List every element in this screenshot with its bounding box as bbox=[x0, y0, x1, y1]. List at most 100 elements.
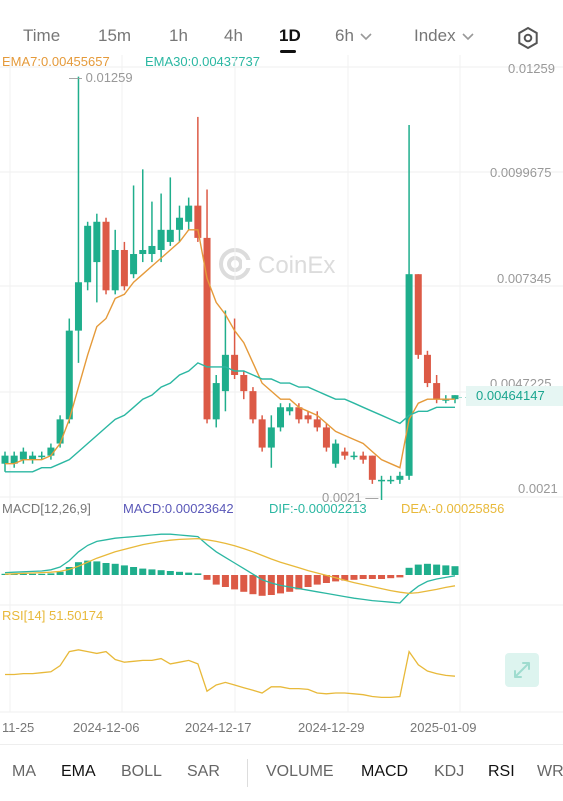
date-label: 2024-12-06 bbox=[73, 720, 140, 735]
candle-up bbox=[451, 395, 459, 400]
chevron-down-icon bbox=[360, 32, 372, 40]
macd-params-label: MACD[12,26,9] bbox=[2, 501, 91, 516]
candle-down bbox=[120, 249, 128, 287]
macd-bar-positive bbox=[451, 566, 459, 575]
macd-bar-negative bbox=[304, 575, 312, 587]
candle-up bbox=[221, 354, 229, 392]
indicator-boll[interactable]: BOLL bbox=[121, 763, 162, 780]
rsi-line bbox=[5, 649, 456, 699]
macd-bar-positive bbox=[56, 571, 64, 575]
candle-up bbox=[396, 475, 404, 480]
macd-bar-positive bbox=[130, 567, 138, 575]
macd-bar-positive bbox=[442, 565, 450, 575]
macd-bar-negative bbox=[387, 575, 395, 579]
settings-icon[interactable] bbox=[516, 26, 540, 50]
macd-value-label: MACD:0.00023642 bbox=[123, 501, 234, 516]
candle-down bbox=[240, 374, 248, 392]
candle-down bbox=[102, 221, 110, 291]
macd-bar-positive bbox=[74, 562, 82, 575]
tab-1d[interactable]: 1D bbox=[279, 26, 301, 45]
tab-index-label: Index bbox=[414, 26, 456, 45]
candle-down bbox=[414, 274, 422, 355]
indicator-ema[interactable]: EMA bbox=[61, 763, 96, 780]
tab-15m[interactable]: 15m bbox=[98, 26, 132, 45]
candle-up bbox=[157, 229, 165, 250]
candle-up bbox=[212, 383, 220, 420]
macd-bar-positive bbox=[405, 567, 413, 575]
candle-up bbox=[38, 455, 46, 458]
candle-up bbox=[405, 274, 413, 476]
indicator-wr[interactable]: WR bbox=[537, 763, 563, 780]
rsi-value: 51.50174 bbox=[48, 608, 104, 623]
tab-index[interactable]: Index bbox=[414, 26, 474, 46]
macd-bar-positive bbox=[185, 572, 193, 575]
indicator-bar: MA EMA BOLL SAR VOLUME MACD KDJ RSI WR bbox=[0, 744, 563, 801]
candle-down bbox=[368, 455, 376, 480]
rsi-label: RSI[14] 51.50174 bbox=[2, 608, 103, 623]
price-axis-label: 0.01259 bbox=[508, 61, 555, 76]
high-price-marker: — 0.01259 bbox=[69, 70, 133, 85]
candle-up bbox=[442, 399, 450, 401]
candle-up bbox=[1, 455, 9, 464]
candle-up bbox=[332, 443, 340, 464]
candle-up bbox=[185, 205, 193, 222]
active-tab-indicator bbox=[280, 50, 296, 53]
macd-bar-negative bbox=[277, 575, 285, 594]
tab-6h-label: 6h bbox=[335, 26, 354, 45]
macd-bar-positive bbox=[139, 568, 147, 575]
price-axis-label: 0.0021 bbox=[518, 481, 558, 496]
candle-up bbox=[47, 447, 55, 456]
tab-4h[interactable]: 4h bbox=[224, 26, 243, 45]
dea-line bbox=[4, 537, 456, 595]
kline-chart[interactable] bbox=[0, 0, 563, 744]
macd-bar-negative bbox=[295, 575, 303, 590]
candle-up bbox=[139, 249, 147, 255]
macd-bar-negative bbox=[258, 575, 266, 596]
macd-bar-positive bbox=[19, 573, 27, 575]
candle-down bbox=[423, 354, 431, 384]
dif-line bbox=[4, 533, 456, 604]
ema30-line bbox=[5, 362, 455, 473]
expand-icon bbox=[514, 662, 530, 678]
date-label: 2024-12-17 bbox=[185, 720, 252, 735]
macd-bar-negative bbox=[212, 575, 220, 585]
date-label: 2024-12-29 bbox=[298, 720, 365, 735]
candle-up bbox=[65, 330, 73, 420]
indicator-volume[interactable]: VOLUME bbox=[266, 763, 334, 780]
macd-bar-negative bbox=[350, 575, 358, 580]
candle-up bbox=[350, 455, 358, 458]
indicator-sar[interactable]: SAR bbox=[187, 763, 220, 780]
tab-6h[interactable]: 6h bbox=[335, 26, 372, 46]
candle-down bbox=[203, 237, 211, 420]
candle-down bbox=[433, 383, 441, 400]
candle-up bbox=[277, 407, 285, 428]
candle-up bbox=[148, 245, 156, 255]
ema7-legend: EMA7:0.00455657 bbox=[2, 54, 110, 69]
macd-bar-positive bbox=[29, 573, 37, 575]
macd-bar-positive bbox=[120, 565, 128, 575]
candle-up bbox=[84, 225, 92, 283]
macd-bar-positive bbox=[84, 560, 92, 575]
candle-up bbox=[175, 217, 183, 230]
tab-time[interactable]: Time bbox=[23, 26, 61, 45]
rsi-params-label: RSI[14] bbox=[2, 608, 46, 623]
date-label: 2025-01-09 bbox=[410, 720, 477, 735]
indicator-rsi[interactable]: RSI bbox=[488, 763, 515, 780]
tab-1h[interactable]: 1h bbox=[169, 26, 188, 45]
fullscreen-button[interactable] bbox=[505, 653, 539, 687]
indicator-ma[interactable]: MA bbox=[12, 763, 36, 780]
candle-up bbox=[19, 451, 27, 460]
candle-up bbox=[387, 479, 395, 482]
candle-up bbox=[286, 407, 294, 412]
timeframe-tabs: Time 15m 1h 4h 1D 6h Index bbox=[0, 0, 563, 72]
indicator-kdj[interactable]: KDJ bbox=[434, 763, 465, 780]
macd-bar-positive bbox=[433, 564, 441, 575]
candle-up bbox=[74, 282, 82, 331]
macd-bar-negative bbox=[396, 575, 404, 578]
candle-down bbox=[341, 451, 349, 456]
ema7-line bbox=[5, 229, 455, 469]
indicator-macd[interactable]: MACD bbox=[361, 763, 409, 780]
macd-bar-positive bbox=[102, 563, 110, 575]
candle-down bbox=[322, 427, 330, 448]
candle-up bbox=[111, 249, 119, 291]
